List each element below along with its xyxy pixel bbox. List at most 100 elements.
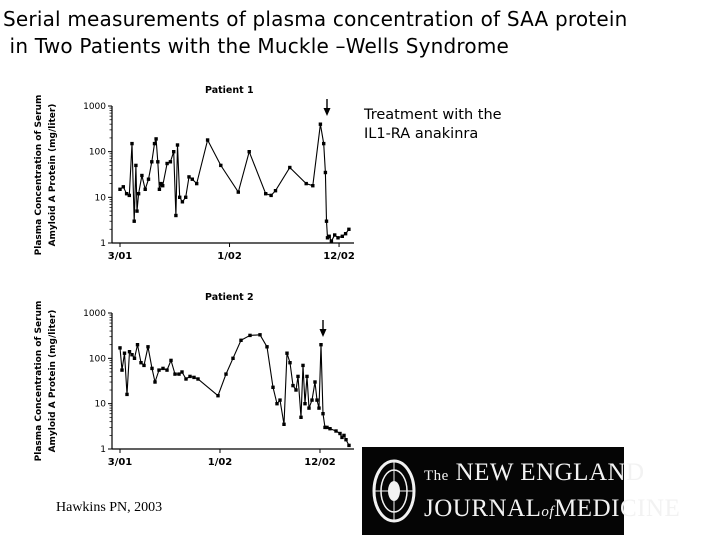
data-point xyxy=(134,163,138,168)
data-point xyxy=(172,150,176,154)
data-point xyxy=(318,122,323,126)
data-point xyxy=(236,190,240,194)
y-tick-label: 10 xyxy=(95,400,107,410)
data-point xyxy=(333,233,337,237)
data-point xyxy=(192,375,196,380)
data-point xyxy=(120,368,124,372)
chart-title: Patient 2 xyxy=(205,292,254,303)
data-point xyxy=(175,143,180,147)
data-point xyxy=(336,236,340,240)
data-point xyxy=(278,398,282,402)
data-point xyxy=(139,361,143,365)
y-axis-label-line1: Plasma Concentration of Serum xyxy=(34,95,44,256)
y-tick-label: 1000 xyxy=(83,102,106,112)
y-tick-label: 100 xyxy=(89,148,106,158)
data-point xyxy=(135,209,139,213)
data-point xyxy=(161,366,165,371)
data-point xyxy=(118,187,122,191)
x-tick-label: 12/02 xyxy=(304,457,336,468)
data-point xyxy=(157,187,162,191)
citation: Hawkins PN, 2003 xyxy=(56,500,163,515)
data-point xyxy=(239,338,243,342)
slide-title: Serial measurements of plasma concentrat… xyxy=(3,6,719,60)
data-point xyxy=(180,200,185,204)
series-line xyxy=(119,124,350,243)
treatment-annotation: Treatment with the IL1-RA anakinra xyxy=(364,106,502,144)
data-point xyxy=(135,343,140,347)
data-point xyxy=(273,189,278,193)
data-point xyxy=(271,385,275,389)
data-point xyxy=(174,213,178,218)
data-point xyxy=(323,170,328,175)
data-point xyxy=(342,433,346,438)
chart-title: Patient 1 xyxy=(205,85,254,96)
data-point xyxy=(190,177,194,181)
data-point xyxy=(184,377,188,381)
data-point xyxy=(196,377,200,381)
x-tick-label: 3/01 xyxy=(108,457,133,468)
y-tick-label: 1000 xyxy=(83,309,106,319)
chart-panel-2: Patient 2 Plasma Concentration of Serum Am… xyxy=(34,292,354,468)
y-tick-label: 10 xyxy=(95,193,107,203)
data-point xyxy=(177,372,181,376)
data-point xyxy=(132,219,136,223)
data-point xyxy=(303,402,307,406)
y-tick-label: 100 xyxy=(89,354,106,364)
data-point xyxy=(153,380,157,384)
series-line xyxy=(119,334,350,446)
treatment-arrow-head xyxy=(323,108,331,116)
data-point xyxy=(340,234,344,238)
data-point xyxy=(324,219,329,223)
y-axis-label-line1: Plasma Concentration of Serum xyxy=(34,301,44,462)
y-axis-label-line2: Amyloid A Protein (mg/liter) xyxy=(48,310,58,453)
data-point xyxy=(180,370,184,374)
x-tick-label: 1/02 xyxy=(217,251,242,262)
data-point xyxy=(124,192,129,196)
data-point xyxy=(178,195,182,199)
data-point xyxy=(258,333,262,337)
treatment-arrow-head xyxy=(319,329,327,337)
data-point xyxy=(118,346,122,350)
treatment-arrow-icon xyxy=(319,320,327,337)
x-tick-label: 12/02 xyxy=(323,251,355,262)
data-point xyxy=(143,187,147,191)
data-point xyxy=(188,374,192,379)
data-point xyxy=(328,427,332,431)
data-point xyxy=(127,350,132,354)
data-point xyxy=(282,422,286,426)
data-point xyxy=(168,160,173,164)
data-point xyxy=(322,141,326,146)
logo-line2: JOURNALofMEDICINE xyxy=(424,495,681,522)
data-point xyxy=(264,192,268,196)
y-tick-label: 1 xyxy=(100,239,106,249)
data-point xyxy=(288,165,292,170)
data-point xyxy=(173,372,177,376)
slide-title-line1: Serial measurements of plasma concentrat… xyxy=(3,7,628,31)
data-point xyxy=(219,163,223,168)
data-point xyxy=(156,160,160,164)
data-point xyxy=(313,380,317,384)
data-point xyxy=(161,184,165,188)
data-point xyxy=(152,141,157,146)
data-point xyxy=(146,345,150,349)
data-point xyxy=(140,173,144,178)
data-point xyxy=(294,388,298,392)
nejm-logo: The NEW ENGLAND JOURNALofMEDICINE xyxy=(362,447,680,535)
data-point xyxy=(317,406,321,410)
chart-panel-1: Patient 1 Plasma Concentration of Serum Am… xyxy=(34,85,355,262)
data-point xyxy=(288,361,292,365)
data-point xyxy=(305,374,309,379)
nejm-seal-icon xyxy=(372,459,416,523)
data-point xyxy=(327,234,331,238)
data-point xyxy=(275,402,279,406)
data-point xyxy=(132,356,137,360)
data-point xyxy=(319,343,323,347)
data-point xyxy=(340,435,344,440)
data-point xyxy=(311,184,315,188)
x-tick-label: 1/02 xyxy=(208,457,233,468)
data-point xyxy=(247,150,251,154)
data-point xyxy=(216,394,220,398)
data-point xyxy=(291,383,295,388)
data-point xyxy=(329,239,334,243)
